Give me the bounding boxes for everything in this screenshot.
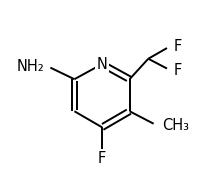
Text: CH₃: CH₃: [162, 118, 189, 133]
Text: F: F: [98, 151, 106, 166]
Text: F: F: [173, 39, 181, 54]
Text: N: N: [96, 57, 108, 72]
Text: F: F: [173, 63, 181, 78]
Text: NH₂: NH₂: [16, 59, 44, 74]
